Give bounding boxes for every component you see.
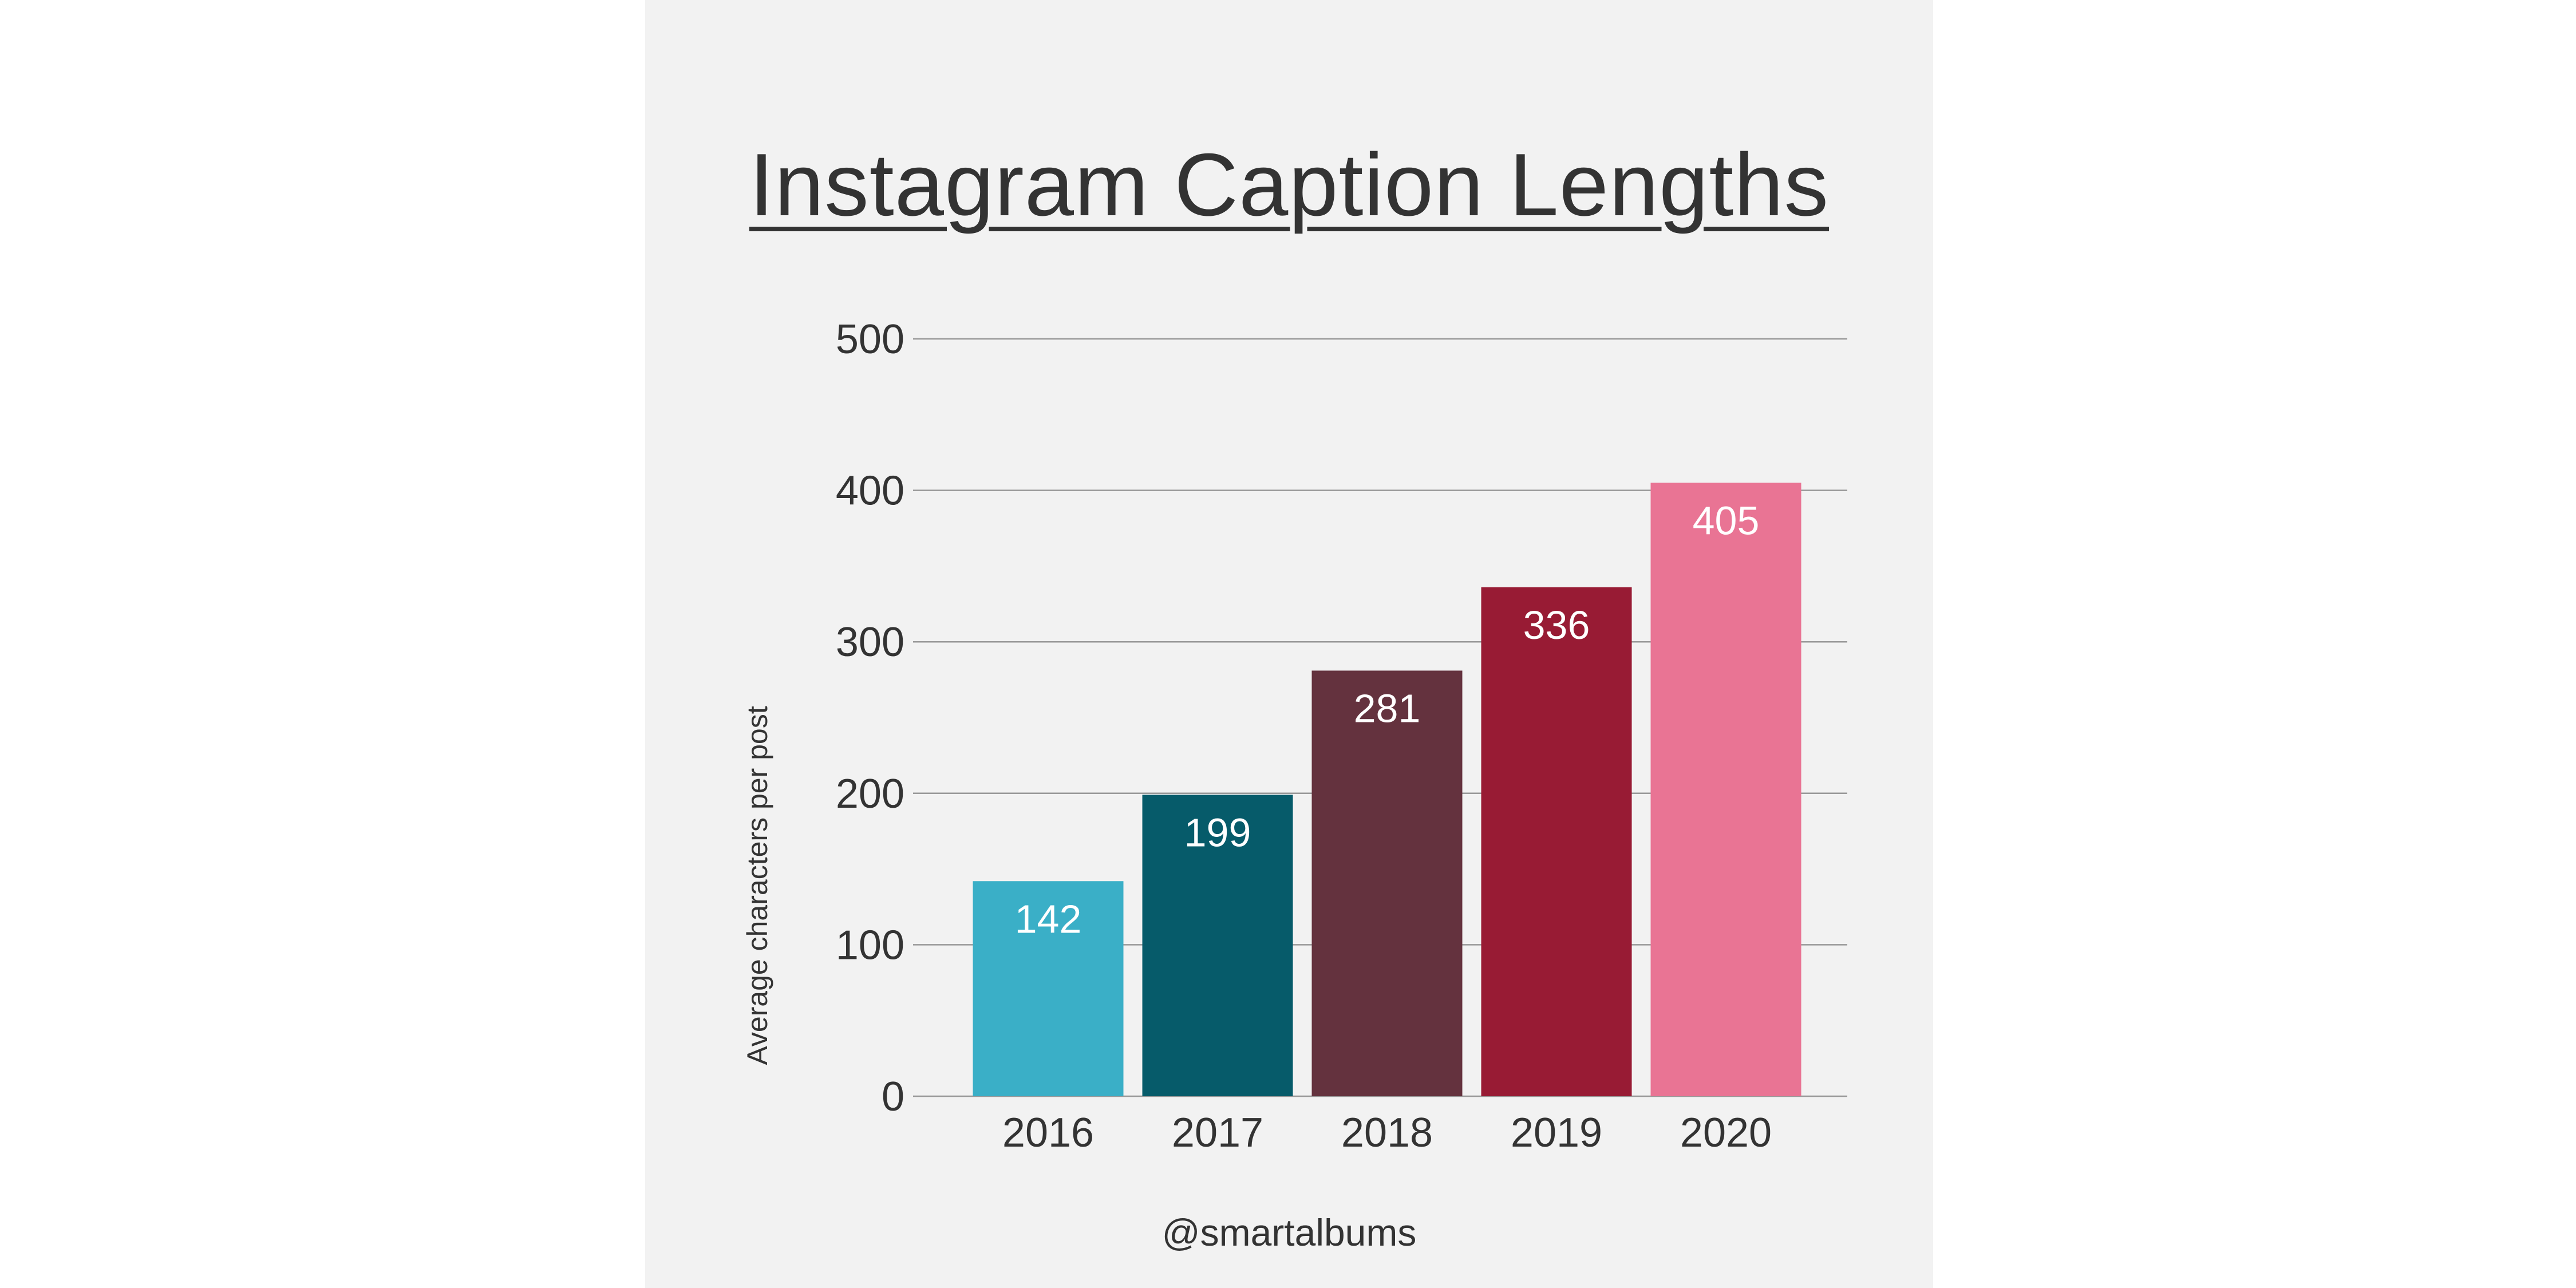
bar-value-label: 199 — [1184, 810, 1251, 855]
bar-value-label: 405 — [1693, 498, 1760, 543]
bar-value-label: 336 — [1523, 603, 1590, 647]
y-tick-label: 300 — [836, 619, 904, 665]
bar-value-label: 281 — [1354, 686, 1421, 730]
bar-2018 — [1311, 670, 1463, 1096]
y-tick-label: 500 — [836, 317, 904, 362]
bar-2019 — [1481, 587, 1632, 1096]
bar-value-labels: 142 199 281 336 405 — [1015, 498, 1760, 941]
x-tick-label: 2020 — [1680, 1110, 1772, 1156]
x-tick-label: 2016 — [1002, 1110, 1094, 1156]
y-axis-label: Average characters per post — [741, 706, 773, 1065]
x-axis-ticks: 2016 2017 2018 2019 2020 — [1002, 1110, 1772, 1156]
x-tick-label: 2018 — [1341, 1110, 1433, 1156]
y-tick-label: 100 — [836, 922, 904, 968]
y-tick-label: 200 — [836, 771, 904, 817]
chart-title: Instagram Caption Lengths — [749, 135, 1830, 234]
y-tick-label: 0 — [882, 1074, 904, 1120]
bars — [973, 483, 1801, 1096]
bar-value-label: 142 — [1015, 896, 1082, 941]
x-tick-label: 2017 — [1172, 1110, 1263, 1156]
bar-2017 — [1142, 795, 1293, 1096]
bar-2020 — [1650, 483, 1801, 1096]
x-tick-label: 2019 — [1511, 1110, 1602, 1156]
chart-panel: Instagram Caption Lengths 0 100 200 300 400 5… — [645, 0, 1933, 1288]
y-tick-label: 400 — [836, 468, 904, 514]
bar-2016 — [973, 881, 1124, 1096]
footer-handle: @smartalbums — [1161, 1211, 1417, 1254]
y-axis-ticks: 0 100 200 300 400 500 — [836, 317, 904, 1120]
